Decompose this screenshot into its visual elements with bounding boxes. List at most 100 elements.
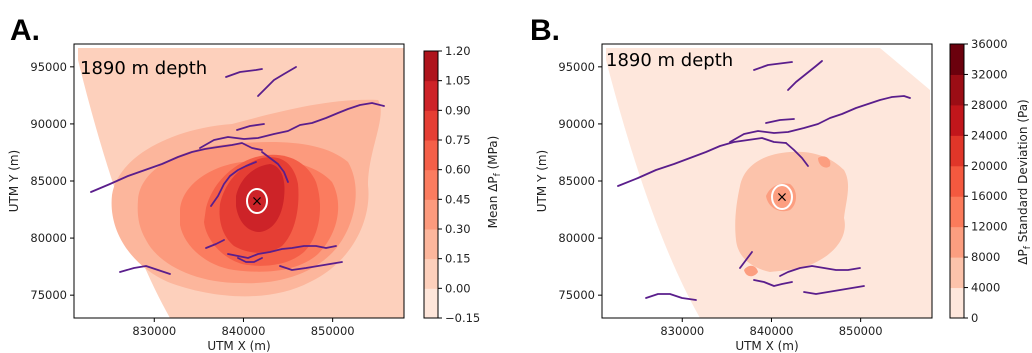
panel-b-fault	[765, 118, 795, 124]
panel-b-colorbar-segment	[950, 135, 964, 167]
panel-b-colorbar-frame	[949, 43, 965, 319]
panel-a-colorbar-tick-label: 0.60	[445, 163, 471, 177]
panel-b-colorbar-tick-label: 28000	[971, 98, 1008, 112]
panel-a-colorbar-segment	[424, 169, 438, 200]
panel-a-depth-label: 1890 m depth	[80, 58, 207, 79]
panel-b-fault	[617, 137, 787, 187]
panel-b: B. ×	[530, 14, 1032, 353]
panel-a-faults	[90, 66, 385, 275]
panel-b-colorbar-tick-label: 32000	[971, 67, 1008, 81]
panel-a-y-tick-label: 85000	[30, 174, 67, 188]
panel-b-colorbar-label: ΔPf Standard Deviation (Pa)	[1016, 99, 1032, 264]
panel-a-well-marker: ×	[251, 194, 263, 210]
panel-a-colorbar-segment	[424, 51, 438, 82]
panel-a-colorbar-segment	[424, 288, 438, 319]
panel-b-colorbar-segment	[950, 104, 964, 136]
panel-b-x-tick-label: 840000	[750, 324, 794, 338]
panel-b-y-tick-label: 95000	[558, 60, 595, 74]
panel-b-contour-level-2	[735, 151, 849, 272]
panel-a-colorbar-frame	[423, 50, 439, 319]
panel-a-fault	[257, 66, 297, 97]
panel-b-colorbar-segment	[950, 196, 964, 228]
panel-a-letter: A.	[10, 14, 40, 47]
panel-b-fault	[753, 61, 793, 71]
panel-b-colorbar-tick-label: 4000	[971, 281, 1000, 295]
panel-b-colorbar-tick-label: 20000	[971, 159, 1008, 173]
panel-b-faults	[617, 60, 911, 301]
panel-a-fault	[199, 102, 385, 149]
panel-b-x-tick-label: 850000	[839, 324, 883, 338]
panel-a-x-tick-label: 830000	[132, 324, 176, 338]
panel-a-x-axis-label: UTM X (m)	[207, 339, 270, 353]
panel-b-colorbar: 0 4000 8000 12000 16000 20000 24000 28000 32000 3…	[949, 37, 1008, 325]
panel-b-y-tick-label: 90000	[558, 117, 595, 131]
panel-b-colorbar-tick-label: 16000	[971, 189, 1008, 203]
panel-a-colorbar-tick-label: −0.15	[445, 311, 480, 325]
panel-b-letter: B.	[530, 14, 560, 47]
panel-a-well-ring	[246, 188, 268, 214]
panel-a-colorbar-segment	[424, 110, 438, 141]
panel-b-plot-area: ×	[606, 48, 932, 318]
panel-a-fault	[210, 161, 257, 207]
panel-b-fault	[645, 293, 697, 301]
panel-a-colorbar-label: Mean ΔPf (MPa)	[486, 136, 503, 229]
panel-b-y-axis-label: UTM Y (m)	[535, 150, 549, 212]
panel-b-fault	[787, 60, 823, 91]
panel-b-fault	[729, 95, 911, 143]
panel-a-colorbar-tick-label: 0.00	[445, 281, 471, 295]
panel-a-colorbar-tick-label: 0.75	[445, 133, 471, 147]
panel-a-fault	[205, 239, 225, 249]
panel-b-fault	[739, 251, 753, 269]
panel-b-well-ring	[771, 184, 793, 210]
panel-a-colorbar-segment	[424, 229, 438, 260]
panel-a-fault	[237, 257, 263, 263]
panel-a-fault	[225, 68, 263, 78]
panel-b-colorbar-segment	[950, 74, 964, 106]
panel-a-y-ticks: 75000 80000 85000 90000 95000	[30, 60, 74, 302]
panel-b-y-tick-label: 75000	[558, 288, 595, 302]
panel-a-colorbar-tick-label: 0.15	[445, 252, 471, 266]
panel-b-colorbar-segment	[950, 44, 964, 75]
panel-b-well-marker: ×	[776, 190, 788, 206]
panel-b-contour-level-3	[744, 265, 758, 277]
panel-b-colorbar-tick-label: 0	[971, 311, 978, 325]
panel-a-colorbar-tick-label: 0.90	[445, 103, 471, 117]
panel-b-fault	[785, 142, 809, 167]
panel-a-colorbar-tick-label: 0.45	[445, 192, 471, 206]
panel-a-y-tick-label: 95000	[30, 60, 67, 74]
panel-b-y-ticks: 75000 80000 85000 90000 95000	[558, 60, 602, 302]
panel-a-contour-level-7	[236, 164, 285, 232]
panel-a-fault	[227, 245, 337, 259]
panel-a-colorbar: −0.15 0.00 0.15 0.30 0.45 0.60 0.75 0.90 1.05 1.2…	[423, 44, 480, 325]
panel-b-y-tick-label: 85000	[558, 174, 595, 188]
panel-b-fault	[753, 279, 793, 287]
panel-b-colorbar-tick-label: 36000	[971, 37, 1008, 51]
panel-a-colorbar-segment	[424, 140, 438, 171]
panel-b-x-axis-label: UTM X (m)	[735, 339, 798, 353]
panel-b-depth-label: 1890 m depth	[606, 50, 733, 71]
panel-b-x-ticks: 830000 840000 850000	[660, 318, 883, 338]
panel-b-colorbar-tick-label: 8000	[971, 250, 1000, 264]
panel-b-colorbar-tick-label: 12000	[971, 220, 1008, 234]
panel-b-y-tick-label: 80000	[558, 231, 595, 245]
panel-a-fault	[90, 142, 263, 193]
panel-b-colorbar-tick-label: 24000	[971, 128, 1008, 142]
panel-a-fault	[236, 123, 265, 131]
panel-a-colorbar-segment	[424, 80, 438, 111]
panel-a-x-ticks: 830000 840000 850000	[132, 318, 355, 338]
panel-b-colorbar-segment	[950, 257, 964, 289]
panel-a-x-tick-label: 840000	[222, 324, 266, 338]
panel-a-colorbar-segment	[424, 199, 438, 230]
panel-b-fault	[779, 265, 861, 277]
panel-a-colorbar-tick-label: 1.05	[445, 74, 471, 88]
panel-b-colorbar-segment	[950, 226, 964, 258]
panel-b-x-tick-label: 830000	[660, 324, 704, 338]
panel-a-fault	[261, 151, 289, 183]
panel-a-colorbar-tick-label: 1.20	[445, 44, 471, 58]
panel-a-fault	[279, 261, 343, 271]
panel-a-y-tick-label: 80000	[30, 231, 67, 245]
panel-a-x-tick-label: 850000	[311, 324, 355, 338]
panel-a-fault	[119, 265, 171, 275]
panel-b-colorbar-segment	[950, 165, 964, 197]
